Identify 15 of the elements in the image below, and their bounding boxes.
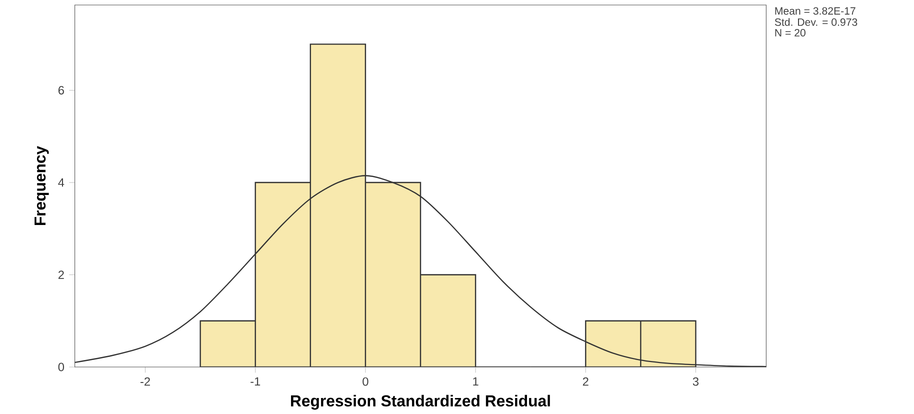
text: Std. Dev. = 0.973 <box>774 18 858 26</box>
x-tick-label: 0 <box>362 378 368 386</box>
x-tick-label: -2 <box>140 378 150 386</box>
x-tick-label: 3 <box>692 378 699 386</box>
text: N = 20 <box>775 29 806 37</box>
x-axis-title: Regression Standardized Residual <box>291 395 550 410</box>
y-axis-title: Frequency <box>34 146 49 226</box>
y-tick-label: 6 <box>58 86 64 95</box>
text: Mean = 3.82E-17 <box>775 7 856 15</box>
y-tick-label: 0 <box>58 362 64 372</box>
y-tick-label: 2 <box>58 270 64 280</box>
x-tick-label: 2 <box>582 378 588 386</box>
y-tick-label: 4 <box>58 178 64 187</box>
x-tick-label: 1 <box>473 378 478 386</box>
x-tick-label: -1 <box>250 378 260 386</box>
